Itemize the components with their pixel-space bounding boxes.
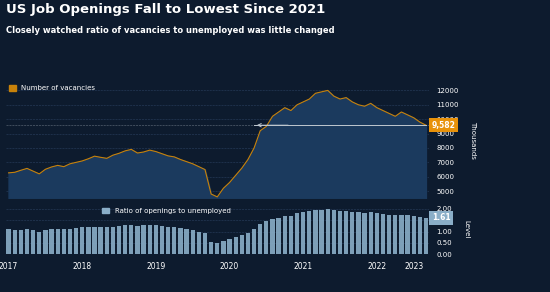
Bar (326, 209, 330, 254)
Bar (289, 216, 293, 254)
Bar (19, 230, 23, 254)
Bar (338, 211, 342, 254)
Bar (227, 239, 232, 254)
Text: 9,582: 9,582 (432, 121, 455, 130)
Bar (246, 233, 250, 254)
Bar (393, 215, 398, 254)
Bar (141, 225, 146, 254)
Bar (375, 213, 379, 254)
Bar (123, 225, 128, 254)
Bar (190, 230, 195, 254)
Bar (37, 232, 41, 254)
Bar (344, 211, 348, 254)
Bar (405, 215, 410, 254)
Bar (166, 227, 170, 254)
Y-axis label: Thousands: Thousands (470, 121, 476, 159)
Bar (424, 218, 428, 254)
Bar (197, 232, 201, 254)
Bar (68, 229, 72, 254)
Bar (184, 229, 189, 254)
Bar (350, 212, 354, 254)
Bar (147, 225, 152, 254)
Bar (399, 215, 404, 254)
Bar (295, 213, 299, 254)
Y-axis label: Level: Level (463, 220, 469, 238)
Text: US Job Openings Fall to Lowest Since 2021: US Job Openings Fall to Lowest Since 202… (6, 3, 324, 16)
Bar (314, 210, 317, 254)
Bar (178, 228, 183, 254)
Bar (356, 212, 361, 254)
Bar (111, 227, 115, 254)
Bar (25, 229, 29, 254)
Bar (332, 210, 336, 254)
Bar (153, 225, 158, 254)
Bar (215, 243, 219, 254)
Bar (74, 228, 78, 254)
Bar (203, 233, 207, 254)
Bar (7, 229, 10, 254)
Bar (381, 214, 385, 254)
Bar (13, 230, 17, 254)
Text: Closely watched ratio of vacancies to unemployed was little changed: Closely watched ratio of vacancies to un… (6, 26, 334, 35)
Bar (86, 227, 91, 254)
Bar (258, 224, 262, 254)
Bar (43, 230, 47, 254)
Bar (301, 212, 305, 254)
Bar (387, 215, 391, 254)
Legend: Ratio of openings to unemployed: Ratio of openings to unemployed (102, 208, 230, 214)
Bar (92, 227, 97, 254)
Bar (252, 229, 256, 254)
Bar (277, 218, 280, 254)
Bar (283, 216, 287, 254)
Bar (264, 221, 268, 254)
Bar (160, 226, 164, 254)
Bar (31, 230, 35, 254)
Bar (62, 229, 66, 254)
Bar (50, 229, 54, 254)
Bar (417, 217, 422, 254)
Bar (368, 212, 373, 254)
Bar (172, 227, 177, 254)
Bar (104, 227, 109, 254)
Bar (80, 227, 84, 254)
Bar (221, 241, 226, 254)
Bar (209, 242, 213, 254)
Bar (271, 219, 274, 254)
Bar (98, 227, 103, 254)
Bar (135, 226, 140, 254)
Bar (234, 237, 238, 254)
Bar (117, 226, 121, 254)
Bar (411, 216, 416, 254)
Bar (240, 235, 244, 254)
Bar (56, 229, 60, 254)
Legend: Number of vacancies: Number of vacancies (9, 85, 96, 91)
Text: 1.61: 1.61 (432, 213, 450, 222)
Bar (320, 210, 324, 254)
Bar (307, 211, 311, 254)
Bar (129, 225, 134, 254)
Bar (362, 213, 367, 254)
